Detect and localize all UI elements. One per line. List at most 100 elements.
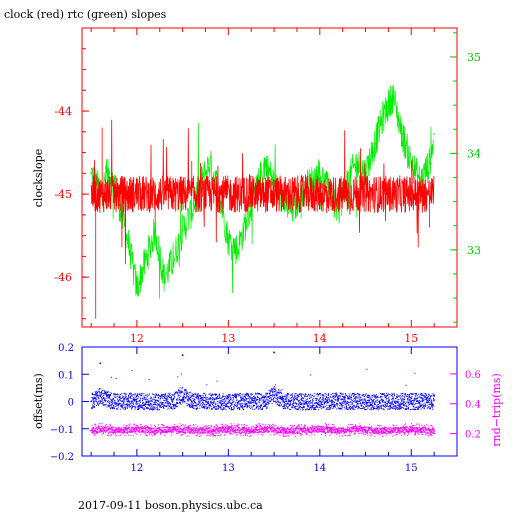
offset-point: [245, 397, 248, 400]
rtc-point: [90, 171, 92, 174]
rtc-point: [136, 287, 138, 290]
rnd-trip-point: [135, 428, 138, 431]
offset-y-tick-label: 0: [68, 398, 74, 409]
offset-point: [227, 406, 230, 408]
rtc-point: [227, 239, 230, 241]
offset-point: [154, 403, 157, 406]
rnd-trip-point: [245, 429, 248, 432]
offset-x-tick-label: 13: [222, 463, 235, 474]
offset-point: [209, 397, 211, 400]
rnd-trip-point: [428, 429, 431, 432]
rnd-trip-point: [172, 428, 175, 431]
slopes-y2-tick-label: 35: [467, 51, 481, 64]
slopes-y-tick-label: -44: [54, 105, 72, 118]
offset-point: [117, 403, 120, 406]
offset-y-tick-label: 0.1: [58, 370, 74, 381]
offset-point: [135, 400, 138, 403]
slopes-series: [90, 84, 435, 319]
offset-point: [355, 400, 358, 403]
offset-x-tick-label: 15: [405, 463, 418, 474]
offset-point: [273, 351, 275, 354]
rnd-trip-point: [99, 428, 102, 431]
chart-title: clock (red) rtc (green) slopes: [4, 8, 167, 21]
offset-x-tick-label: 12: [131, 463, 144, 474]
clock-series-line: [90, 119, 435, 265]
rtc-point: [355, 162, 358, 164]
offset-point: [318, 400, 321, 403]
rtc-point: [319, 171, 321, 174]
rnd-trip-y-tick-label: 0.4: [465, 400, 481, 411]
rtc-point: [264, 162, 266, 164]
offset-point: [373, 403, 376, 406]
rnd-trip-y-axis-label: rnd−trip(ms): [490, 373, 503, 447]
offset-point: [264, 400, 266, 403]
rtc-point: [163, 277, 166, 280]
rnd-trip-point: [300, 429, 303, 432]
rtc-point: [401, 133, 403, 135]
rtc-point: [433, 133, 435, 135]
rnd-trip-point: [227, 428, 230, 431]
rnd-trip-point: [282, 429, 285, 432]
rnd-trip-point: [355, 428, 358, 431]
slopes-x-tick-label: 13: [221, 332, 235, 345]
rtc-point: [126, 239, 129, 241]
rnd-trip-point: [90, 429, 93, 432]
offset-point: [126, 397, 129, 400]
rnd-trip-point: [392, 429, 394, 432]
slopes-ticks: 12 13 14 15 -46 -45 -44 33 34 35: [54, 27, 481, 345]
offset-y-tick-label: −0.2: [50, 452, 74, 463]
offset-point: [172, 397, 175, 400]
rtc-point: [145, 258, 147, 261]
rtc-point: [383, 114, 385, 116]
rtc-point: [181, 229, 184, 232]
offset-panel: 12 13 14 15 −0.2 −0.1 0 0.1 0.2 0.2 0.4 0.6 offset(…: [32, 343, 503, 474]
offset-point: [108, 395, 111, 397]
slopes-y2-tick-label: 33: [467, 244, 481, 257]
slopes-y-tick-label: -46: [54, 271, 72, 284]
rtc-point: [209, 162, 211, 164]
offset-x-tick-label: 14: [313, 463, 326, 474]
slopes-x-tick-label: 14: [313, 332, 327, 345]
slopes-x-tick-label: 12: [130, 332, 144, 345]
rnd-trip-point: [264, 428, 266, 431]
offset-point: [428, 397, 431, 400]
rtc-point: [190, 210, 193, 213]
offset-scatter-cloud: [91, 368, 435, 411]
offset-y-axis-label: offset(ms): [32, 373, 45, 429]
offset-point: [337, 397, 339, 400]
rnd-trip-point: [209, 429, 211, 432]
slopes-y-tick-label: -45: [54, 188, 72, 201]
rnd-trip-point: [318, 428, 321, 431]
rtc-point: [172, 258, 175, 261]
offset-point: [282, 397, 285, 400]
offset-ticks: 12 13 14 15 −0.2 −0.1 0 0.1 0.2 0.2 0.4 0.6: [50, 343, 481, 474]
rnd-trip-point: [117, 429, 120, 432]
offset-point: [99, 362, 102, 365]
rtc-point: [428, 162, 431, 164]
offset-series: [90, 351, 436, 438]
offset-point: [181, 354, 184, 357]
rnd-trip-point: [410, 428, 413, 431]
rnd-trip-point: [337, 429, 339, 432]
offset-y-tick-label: −0.1: [50, 425, 74, 436]
rtc-point: [373, 142, 376, 145]
slopes-y-axis-label: clockslope: [32, 149, 45, 207]
slopes-panel: 12 13 14 15 -46 -45 -44 33 34 35 clockslope: [32, 27, 481, 345]
offset-point: [190, 400, 193, 403]
slopes-y2-tick-label: 34: [467, 147, 481, 160]
rtc-point: [291, 210, 294, 213]
rnd-trip-point: [190, 429, 193, 432]
offset-y-tick-label: 0.2: [58, 343, 74, 354]
rtc-point: [236, 249, 239, 251]
rtc-point: [154, 229, 156, 232]
rtc-point: [245, 220, 248, 222]
rnd-trip-point: [154, 429, 157, 432]
offset-point: [410, 400, 413, 403]
rnd-trip-scatter-cloud: [91, 422, 436, 438]
rnd-trip-point: [373, 429, 376, 432]
rnd-trip-y-tick-label: 0.2: [465, 430, 481, 441]
footer-text: 2017-09-11 boson.physics.ubc.ca: [78, 499, 263, 512]
offset-point: [300, 403, 303, 406]
rtc-point: [108, 171, 111, 174]
